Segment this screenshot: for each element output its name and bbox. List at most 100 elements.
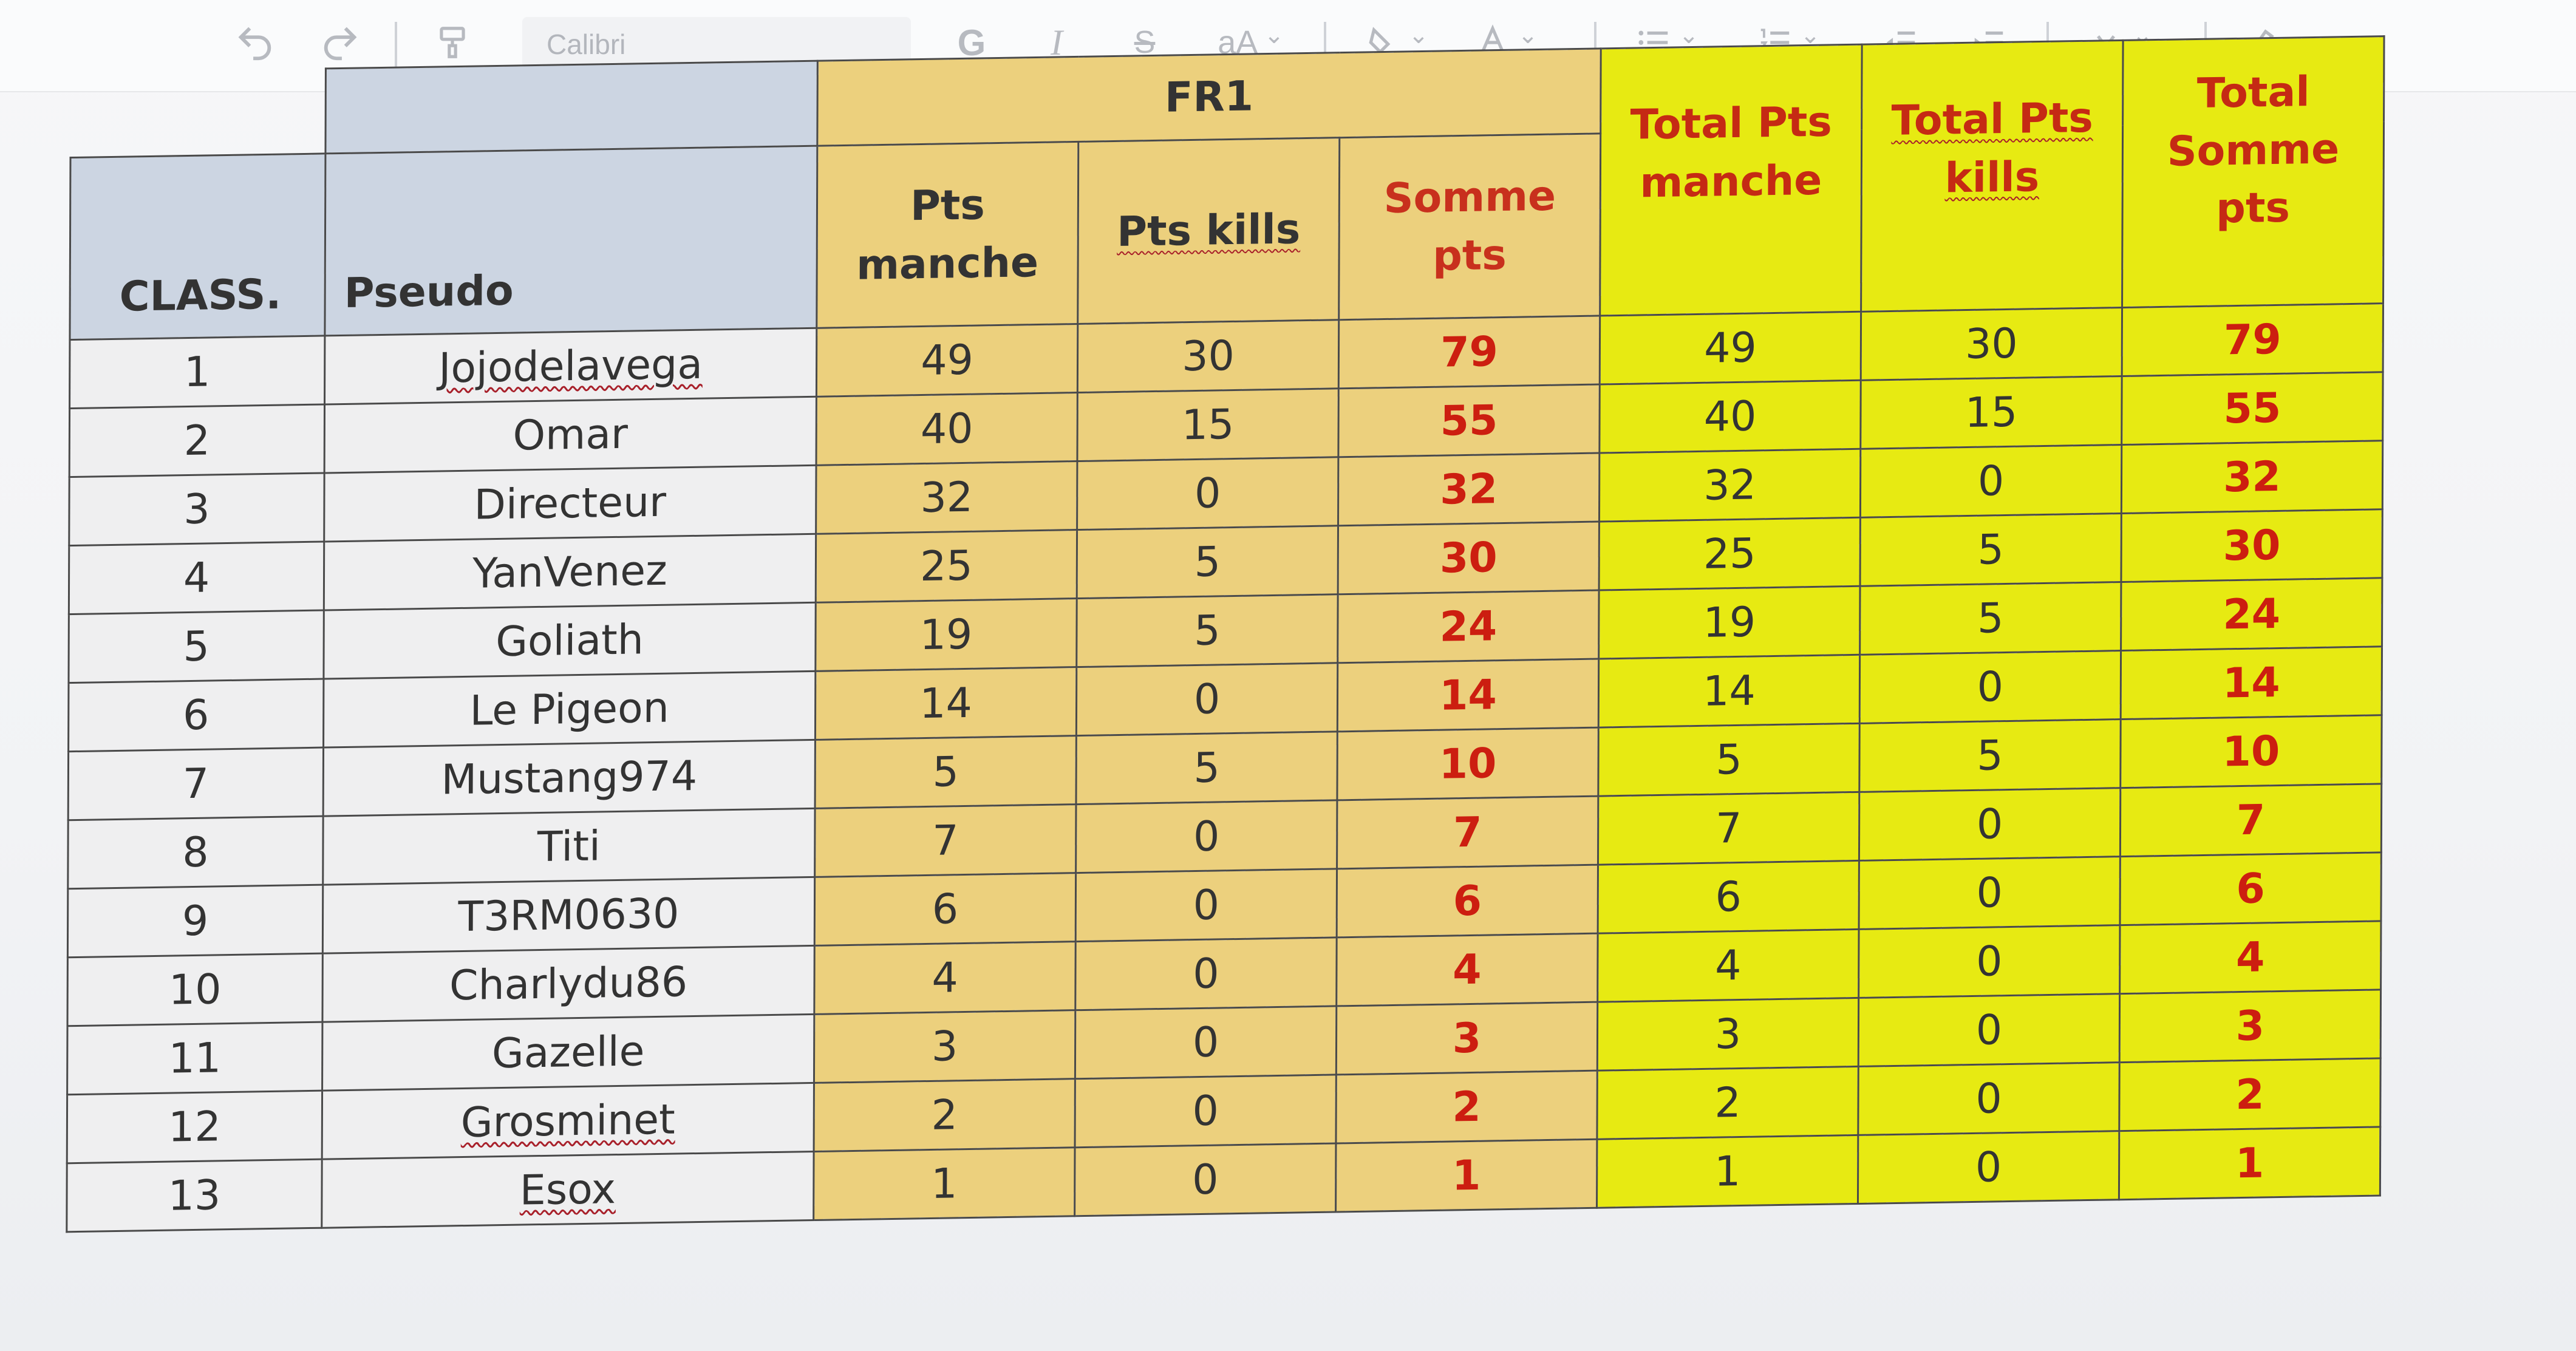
total-somme-pts-header[interactable]: Total Somme pts — [2122, 36, 2385, 308]
total-somme-pts-cell[interactable]: 32 — [2121, 440, 2383, 514]
pts-kills-cell[interactable]: 5 — [1075, 731, 1338, 805]
pseudo-cell[interactable]: Esox — [321, 1151, 814, 1228]
pseudo-cell[interactable]: T3RM0630 — [322, 877, 815, 954]
pseudo-header[interactable]: Pseudo — [324, 146, 817, 336]
rank-cell[interactable]: 10 — [67, 953, 323, 1026]
pts-manche-cell[interactable]: 1 — [813, 1147, 1075, 1220]
pseudo-cell[interactable]: Le Pigeon — [323, 671, 816, 748]
undo-button[interactable] — [228, 18, 282, 67]
total-pts-manche-cell[interactable]: 49 — [1600, 311, 1861, 384]
pts-manche-cell[interactable]: 19 — [815, 598, 1077, 672]
rank-cell[interactable]: 7 — [68, 747, 324, 820]
total-pts-kills-cell[interactable]: 0 — [1858, 1131, 2119, 1204]
total-somme-pts-cell[interactable]: 1 — [2119, 1126, 2380, 1200]
pseudo-cell[interactable]: Directeur — [324, 465, 817, 542]
total-pts-kills-cell[interactable]: 0 — [1858, 925, 2120, 998]
pts-kills-cell[interactable]: 0 — [1074, 1143, 1336, 1216]
total-pts-manche-cell[interactable]: 1 — [1596, 1135, 1858, 1208]
pts-kills-header[interactable]: Pts kills — [1077, 137, 1340, 324]
somme-pts-cell[interactable]: 3 — [1336, 1002, 1598, 1075]
somme-pts-cell[interactable]: 6 — [1337, 865, 1598, 938]
pseudo-cell[interactable]: Titi — [322, 808, 816, 885]
total-somme-pts-cell[interactable]: 2 — [2119, 1058, 2381, 1131]
rank-cell[interactable]: 8 — [67, 816, 324, 889]
total-somme-pts-cell[interactable]: 3 — [2119, 989, 2381, 1063]
pts-kills-cell[interactable]: 0 — [1077, 457, 1338, 530]
total-pts-kills-cell[interactable]: 0 — [1858, 1062, 2120, 1135]
total-somme-pts-cell[interactable]: 55 — [2121, 372, 2383, 445]
somme-pts-cell[interactable]: 24 — [1337, 590, 1600, 663]
pseudo-cell[interactable]: Omar — [324, 396, 817, 473]
rank-cell[interactable]: 6 — [68, 679, 324, 752]
pts-manche-cell[interactable]: 5 — [815, 735, 1077, 809]
fr1-group-header[interactable]: FR1 — [817, 48, 1601, 146]
strikethrough-button[interactable]: S — [1120, 18, 1169, 67]
class-header[interactable]: CLASS. — [69, 153, 325, 340]
total-pts-manche-header[interactable]: Total Pts manche — [1600, 44, 1862, 316]
pts-kills-cell[interactable]: 15 — [1077, 388, 1339, 461]
total-pts-manche-cell[interactable]: 14 — [1598, 655, 1860, 728]
total-pts-manche-cell[interactable]: 32 — [1599, 449, 1861, 522]
total-somme-pts-cell[interactable]: 4 — [2119, 921, 2381, 994]
pseudo-cell[interactable]: Gazelle — [322, 1014, 814, 1091]
somme-pts-cell[interactable]: 4 — [1336, 933, 1598, 1006]
italic-button[interactable]: I — [1032, 18, 1081, 67]
total-pts-kills-cell[interactable]: 5 — [1860, 513, 2122, 587]
pseudo-cell[interactable]: Goliath — [323, 602, 816, 679]
somme-pts-cell[interactable]: 14 — [1337, 659, 1599, 732]
somme-pts-cell[interactable]: 79 — [1338, 315, 1600, 389]
total-somme-pts-cell[interactable]: 30 — [2121, 509, 2383, 582]
somme-pts-cell[interactable]: 7 — [1337, 796, 1598, 869]
total-pts-kills-cell[interactable]: 0 — [1859, 856, 2121, 930]
total-pts-kills-header[interactable]: Total Pts kills — [1861, 40, 2124, 312]
rank-cell[interactable]: 12 — [67, 1091, 322, 1163]
total-pts-kills-cell[interactable]: 30 — [1861, 307, 2122, 381]
bold-button[interactable]: G — [947, 18, 996, 67]
pts-manche-cell[interactable]: 6 — [814, 873, 1076, 946]
pseudo-cell[interactable]: Charlydu86 — [322, 945, 815, 1023]
total-somme-pts-cell[interactable]: 7 — [2120, 783, 2382, 857]
total-pts-manche-cell[interactable]: 6 — [1598, 860, 1859, 934]
pts-manche-cell[interactable]: 7 — [814, 804, 1076, 877]
pts-manche-header[interactable]: Pts manche — [816, 141, 1078, 328]
rank-cell[interactable]: 9 — [67, 885, 323, 958]
format-painter-button[interactable] — [425, 18, 480, 67]
pts-kills-cell[interactable]: 5 — [1076, 594, 1338, 667]
total-pts-kills-cell[interactable]: 0 — [1858, 993, 2120, 1067]
total-somme-pts-cell[interactable]: 24 — [2121, 577, 2382, 651]
somme-pts-cell[interactable]: 2 — [1335, 1070, 1598, 1143]
pts-kills-cell[interactable]: 0 — [1075, 868, 1337, 942]
total-pts-manche-cell[interactable]: 25 — [1599, 517, 1861, 591]
pts-manche-cell[interactable]: 25 — [816, 529, 1077, 603]
total-somme-pts-cell[interactable]: 6 — [2119, 852, 2382, 925]
somme-pts-cell[interactable]: 1 — [1335, 1139, 1597, 1212]
rank-cell[interactable]: 4 — [69, 542, 324, 614]
rank-cell[interactable]: 3 — [69, 472, 325, 546]
pts-manche-cell[interactable]: 3 — [814, 1010, 1075, 1083]
pseudo-cell[interactable]: YanVenez — [324, 534, 816, 611]
pseudo-cell[interactable]: Grosminet — [322, 1083, 814, 1160]
pseudo-header-top-cell[interactable] — [325, 61, 818, 154]
pts-kills-cell[interactable]: 0 — [1075, 1006, 1337, 1079]
total-pts-kills-cell[interactable]: 0 — [1859, 650, 2121, 724]
pseudo-cell[interactable]: Jojodelavega — [324, 328, 817, 404]
pts-kills-cell[interactable]: 0 — [1075, 800, 1337, 873]
somme-pts-header[interactable]: Somme pts — [1338, 133, 1601, 320]
rank-cell[interactable]: 13 — [66, 1159, 322, 1232]
rank-cell[interactable]: 11 — [67, 1022, 322, 1095]
total-pts-kills-cell[interactable]: 5 — [1859, 582, 2121, 655]
pts-manche-cell[interactable]: 40 — [816, 392, 1078, 466]
total-pts-kills-cell[interactable]: 15 — [1860, 376, 2122, 449]
pts-manche-cell[interactable]: 49 — [816, 324, 1078, 397]
total-pts-manche-cell[interactable]: 7 — [1598, 792, 1859, 865]
total-pts-manche-cell[interactable]: 2 — [1596, 1066, 1859, 1140]
total-pts-manche-cell[interactable]: 19 — [1598, 586, 1861, 659]
total-pts-manche-cell[interactable]: 3 — [1597, 998, 1859, 1071]
total-pts-kills-cell[interactable]: 0 — [1859, 788, 2121, 861]
total-pts-manche-cell[interactable]: 5 — [1598, 723, 1860, 797]
somme-pts-cell[interactable]: 10 — [1337, 727, 1599, 800]
pseudo-cell[interactable]: Mustang974 — [323, 740, 816, 817]
total-pts-kills-cell[interactable]: 5 — [1859, 719, 2121, 792]
redo-button[interactable] — [313, 18, 367, 67]
pts-manche-cell[interactable]: 32 — [816, 461, 1077, 534]
